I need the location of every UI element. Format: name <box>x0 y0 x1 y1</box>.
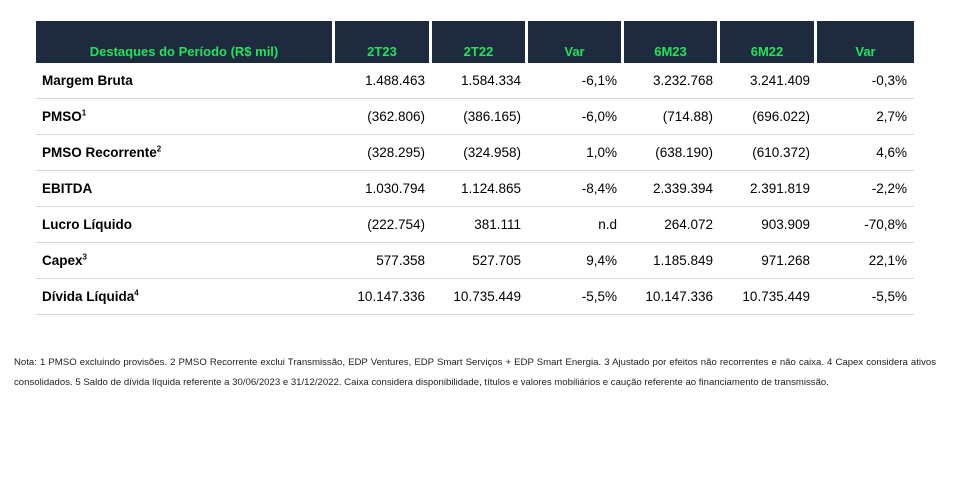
header-6m23: 6M23 <box>624 21 720 63</box>
footnote-marker: 2 <box>156 144 162 154</box>
cell-6m22: 2.391.819 <box>720 171 817 207</box>
header-6m22: 6M22 <box>720 21 817 63</box>
cell-2t22: (324.958) <box>432 135 528 171</box>
cell-var-quarter: 9,4% <box>528 243 624 279</box>
cell-2t23: 1.030.794 <box>335 171 432 207</box>
cell-var-semester: -5,5% <box>817 279 914 315</box>
cell-2t22: 527.705 <box>432 243 528 279</box>
cell-2t22: 381.111 <box>432 207 528 243</box>
cell-var-quarter: -6,1% <box>528 63 624 99</box>
footnote-marker: 4 <box>134 288 139 298</box>
cell-6m23: 2.339.394 <box>624 171 720 207</box>
highlights-table-container: Destaques do Período (R$ mil) 2T23 2T22 … <box>36 21 914 315</box>
cell-6m23: (638.190) <box>624 135 720 171</box>
header-2t22: 2T22 <box>432 21 528 63</box>
cell-6m22: 3.241.409 <box>720 63 817 99</box>
header-var-semester: Var <box>817 21 914 63</box>
cell-2t23: (222.754) <box>335 207 432 243</box>
row-label: PMSO1 <box>36 99 335 135</box>
table-row: Margem Bruta 1.488.463 1.584.334 -6,1% 3… <box>36 63 914 99</box>
footnote-marker: 1 <box>81 108 87 118</box>
row-label: Lucro Líquido <box>36 207 335 243</box>
cell-var-quarter: n.d <box>528 207 624 243</box>
footnote-text: Nota: 1 PMSO excluindo provisões. 2 PMSO… <box>14 356 936 388</box>
cell-2t23: (362.806) <box>335 99 432 135</box>
cell-2t22: 1.584.334 <box>432 63 528 99</box>
cell-var-semester: 2,7% <box>817 99 914 135</box>
row-label: Capex3 <box>36 243 335 279</box>
cell-var-quarter: -6,0% <box>528 99 624 135</box>
cell-6m23: 264.072 <box>624 207 720 243</box>
cell-2t23: 10.147.336 <box>335 279 432 315</box>
cell-2t23: (328.295) <box>335 135 432 171</box>
cell-6m23: 1.185.849 <box>624 243 720 279</box>
cell-6m22: 10.735.449 <box>720 279 817 315</box>
cell-var-semester: 4,6% <box>817 135 914 171</box>
cell-2t22: 10.735.449 <box>432 279 528 315</box>
cell-6m22: (696.022) <box>720 99 817 135</box>
cell-var-quarter: -5,5% <box>528 279 624 315</box>
cell-var-quarter: 1,0% <box>528 135 624 171</box>
cell-var-semester: -0,3% <box>817 63 914 99</box>
footnote-marker: 3 <box>82 252 87 262</box>
cell-6m23: (714.88) <box>624 99 720 135</box>
cell-6m22: 903.909 <box>720 207 817 243</box>
header-2t23: 2T23 <box>335 21 432 63</box>
cell-6m23: 10.147.336 <box>624 279 720 315</box>
cell-2t23: 1.488.463 <box>335 63 432 99</box>
table-row: Dívida Líquida4 10.147.336 10.735.449 -5… <box>36 279 914 315</box>
table-row: PMSO1 (362.806) (386.165) -6,0% (714.88)… <box>36 99 914 135</box>
table-row: EBITDA 1.030.794 1.124.865 -8,4% 2.339.3… <box>36 171 914 207</box>
cell-var-quarter: -8,4% <box>528 171 624 207</box>
table-row: Lucro Líquido (222.754) 381.111 n.d 264.… <box>36 207 914 243</box>
cell-var-semester: -70,8% <box>817 207 914 243</box>
cell-2t22: 1.124.865 <box>432 171 528 207</box>
row-label: Margem Bruta <box>36 63 335 99</box>
row-label: EBITDA <box>36 171 335 207</box>
cell-var-semester: 22,1% <box>817 243 914 279</box>
cell-6m23: 3.232.768 <box>624 63 720 99</box>
row-label: Dívida Líquida4 <box>36 279 335 315</box>
cell-var-semester: -2,2% <box>817 171 914 207</box>
table-row: Capex3 577.358 527.705 9,4% 1.185.849 97… <box>36 243 914 279</box>
highlights-table: Destaques do Período (R$ mil) 2T23 2T22 … <box>36 21 914 315</box>
table-row: PMSO Recorrente2 (328.295) (324.958) 1,0… <box>36 135 914 171</box>
header-var-quarter: Var <box>528 21 624 63</box>
row-label: PMSO Recorrente2 <box>36 135 335 171</box>
cell-6m22: (610.372) <box>720 135 817 171</box>
header-period-highlights: Destaques do Período (R$ mil) <box>36 21 335 63</box>
cell-2t23: 577.358 <box>335 243 432 279</box>
cell-2t22: (386.165) <box>432 99 528 135</box>
table-header-row: Destaques do Período (R$ mil) 2T23 2T22 … <box>36 21 914 63</box>
cell-6m22: 971.268 <box>720 243 817 279</box>
